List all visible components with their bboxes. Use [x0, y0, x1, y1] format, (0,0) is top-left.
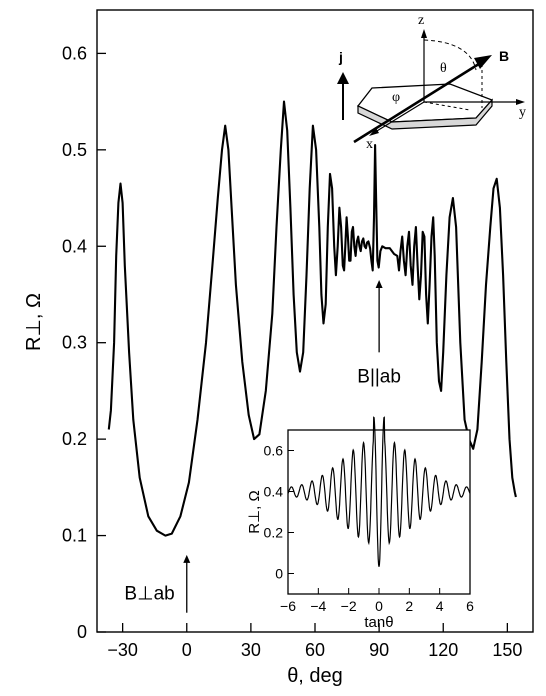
b-vector: [353, 60, 483, 144]
inset-x-tick-label: −4: [310, 598, 326, 614]
annotation-b-parallel-label: B||ab: [357, 366, 401, 387]
b-projection-line: [423, 101, 471, 111]
main-y-axis-title: R⊥, Ω: [23, 293, 45, 351]
annotation-b-parallel-ab: B||ab: [357, 280, 401, 387]
inset-y-tick-label: 0.2: [264, 525, 284, 541]
main-x-tick-labels: −30 0 30 60 90 120 150: [107, 640, 522, 660]
y-axis-label: y: [519, 105, 526, 120]
main-x-tick-label: 30: [241, 640, 261, 660]
crystal-side-face: [357, 98, 493, 130]
theta-label: θ: [440, 61, 447, 76]
inset-x-axis-title: tanθ: [364, 614, 393, 631]
y-axis-arrowhead: [516, 99, 525, 105]
main-y-tick-label: 0.5: [62, 140, 87, 160]
current-arrowhead: [337, 72, 349, 84]
sample-schematic: j z y x θ φ B: [337, 13, 526, 152]
main-x-ticks: [121, 623, 509, 632]
inset-y-tick-label: 0.4: [264, 484, 284, 500]
b-vector-arrowhead: [474, 55, 492, 69]
inset-x-tick-label: −6: [280, 598, 296, 614]
inset-y-tick-label: 0.6: [264, 443, 284, 459]
inset-x-tick-label: 4: [436, 598, 444, 614]
theta-arc: [423, 39, 477, 71]
inset-x-ticks: [287, 588, 471, 594]
annotation-b-perp-arrowhead: [183, 554, 191, 563]
main-y-tick-labels: 0 0.1 0.2 0.3 0.4 0.5 0.6: [62, 43, 87, 642]
x-axis-arrowhead: [369, 128, 379, 136]
x-axis: [371, 101, 425, 135]
annotation-b-perp-label: B⊥ab: [124, 583, 174, 604]
inset-plot-frame: [287, 429, 471, 595]
main-y-tick-label: 0.2: [62, 429, 87, 449]
main-y-tick-label: 0.1: [62, 526, 87, 546]
main-y-tick-label: 0.6: [62, 43, 87, 63]
main-x-axis-title: θ, deg: [287, 665, 343, 687]
inset-x-tick-label: 2: [405, 598, 413, 614]
inset-x-tick-label: 0: [375, 598, 383, 614]
main-x-tick-label: 90: [369, 640, 389, 660]
inset-y-axis-title: R⊥, Ω: [246, 490, 263, 533]
main-x-tick-label: −30: [107, 640, 138, 660]
main-series-line: [107, 100, 517, 537]
inset-x-tick-label: −2: [341, 598, 357, 614]
z-axis-label: z: [418, 13, 424, 28]
phi-label: φ: [392, 90, 400, 105]
main-x-tick-label: 150: [492, 640, 522, 660]
annotation-b-parallel-arrowhead: [375, 280, 383, 289]
annotation-b-perp-ab: B⊥ab: [124, 554, 191, 613]
inset-series-line: [287, 416, 471, 567]
inset-x-tick-labels: −6 −4 −2 0 2 4 6: [280, 598, 474, 614]
main-y-tick-label: 0.4: [62, 236, 87, 256]
inset-y-tick-label: 0: [275, 566, 283, 582]
current-label: j: [338, 49, 343, 65]
inset-y-tick-labels: 0 0.2 0.4 0.6: [264, 443, 284, 582]
z-axis-arrowhead: [421, 29, 427, 38]
x-axis-label: x: [366, 137, 373, 152]
main-x-tick-label: 0: [182, 640, 192, 660]
main-x-tick-label: 120: [428, 640, 458, 660]
inset-x-tick-label: 6: [466, 598, 474, 614]
main-y-ticks: [97, 52, 106, 633]
main-x-tick-label: 60: [305, 640, 325, 660]
main-y-tick-label: 0.3: [62, 333, 87, 353]
main-y-tick-label: 0: [77, 622, 87, 642]
b-vector-label: B: [499, 48, 509, 64]
